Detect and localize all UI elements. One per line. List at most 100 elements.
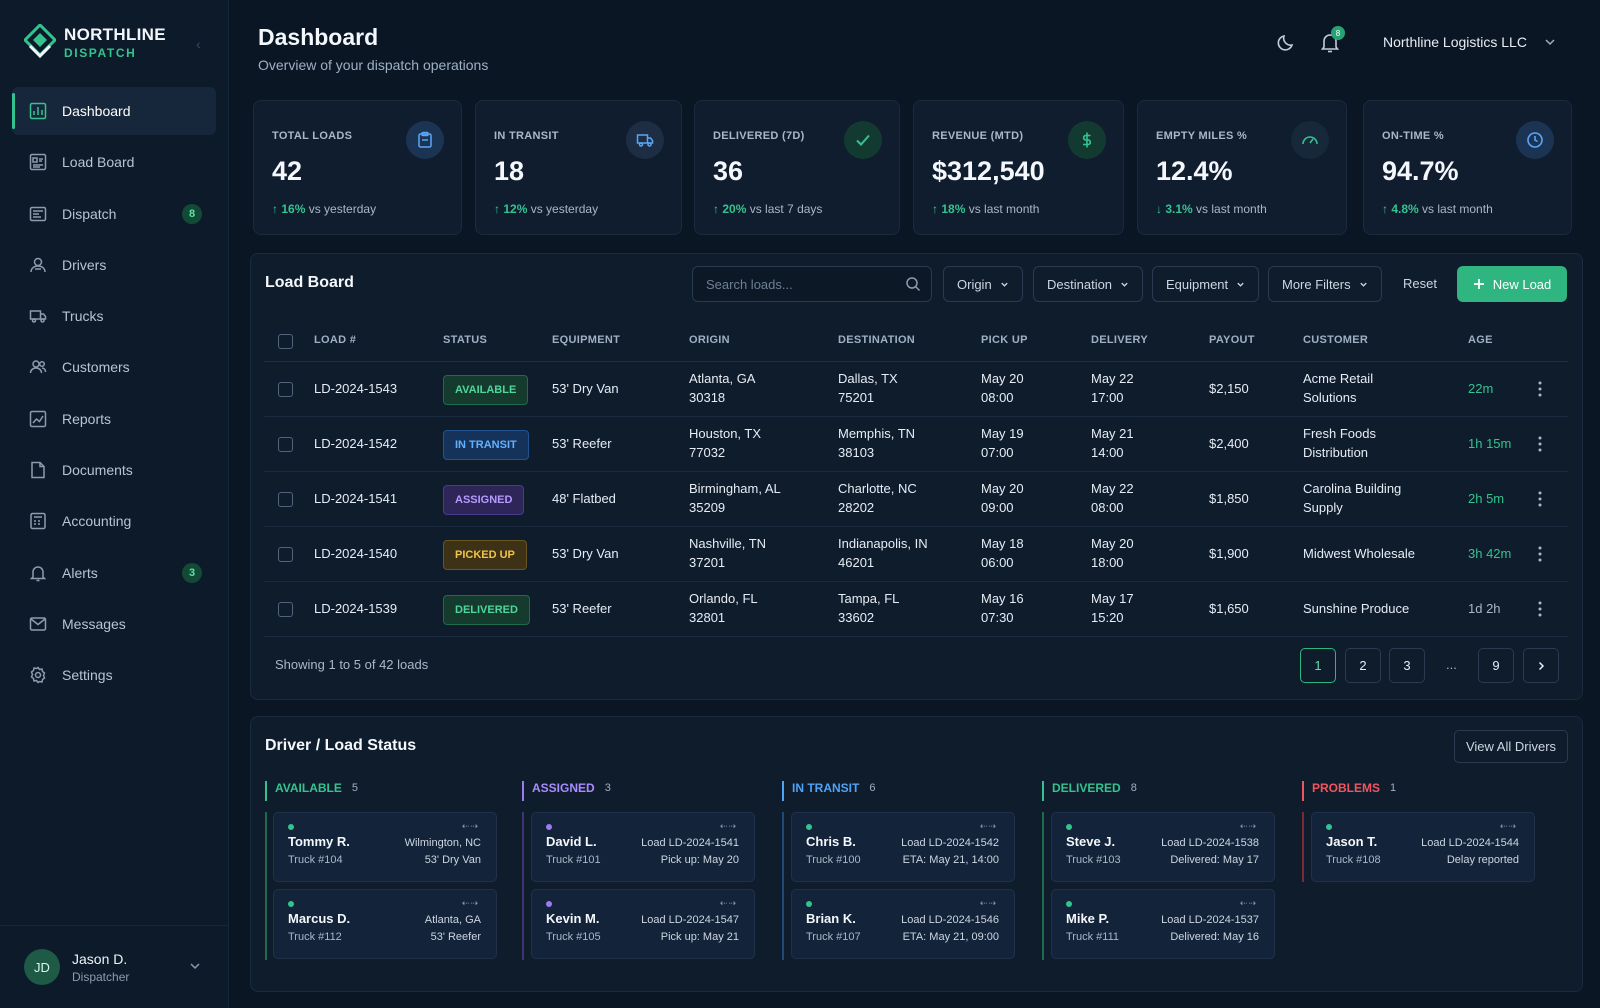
kpi-card-delivered[interactable]: DELIVERED (7D) 36 ↑ 20% vs last 7 days [694,100,900,235]
customer: Fresh Foods Distribution [1303,426,1376,460]
row-checkbox[interactable] [278,437,293,452]
driver-card[interactable]: ⇠⇢ David L. Truck #101 Load LD-2024-1541… [531,812,755,882]
sidebar-item-drivers[interactable]: Drivers [12,241,216,289]
row-checkbox[interactable] [278,492,293,507]
page-button-1[interactable]: 1 [1300,648,1336,683]
sidebar-item-customers[interactable]: Customers [12,343,216,391]
status-dot [546,901,552,907]
reset-button[interactable]: Reset [1403,276,1437,291]
chevron-down-icon[interactable] [189,960,201,972]
more-options-icon[interactable] [1538,381,1542,397]
sidebar-item-trucks[interactable]: Trucks [12,292,216,340]
sidebar-item-label: Load Board [62,154,135,171]
page-button-2[interactable]: 2 [1345,648,1381,683]
driver-card[interactable]: ⇠⇢ Marcus D. Truck #112 Atlanta, GA 53' … [273,889,497,959]
next-page-button[interactable] [1523,648,1559,683]
load-number[interactable]: LD-2024-1541 [314,491,398,506]
table-row[interactable]: LD-2024-1540 PICKED UP 53' Dry Van Nashv… [264,527,1568,582]
driver-detail-1: Wilmington, NC [404,837,481,849]
user-profile[interactable]: JD Jason D. Dispatcher [0,925,229,1008]
column-header[interactable]: LOAD # [314,334,357,346]
drag-handle-icon[interactable]: ⇠⇢ [461,821,479,831]
kpi-card-empty-miles[interactable]: EMPTY MILES % 12.4% ↓ 3.1% vs last month [1137,100,1347,235]
driver-card[interactable]: ⇠⇢ Kevin M. Truck #105 Load LD-2024-1547… [531,889,755,959]
equipment-filter[interactable]: Equipment [1152,266,1260,302]
column-header[interactable]: AGE [1468,334,1493,346]
destination-filter[interactable]: Destination [1033,266,1144,302]
column-header[interactable]: PICK UP [981,334,1028,346]
drag-handle-icon[interactable]: ⇠⇢ [719,821,737,831]
driver-detail-1: Atlanta, GA [424,914,481,926]
load-number[interactable]: LD-2024-1540 [314,546,398,561]
driver-card[interactable]: ⇠⇢ Mike P. Truck #111 Load LD-2024-1537 … [1051,889,1275,959]
brand-logo[interactable]: NORTHLINE DISPATCH [24,24,166,60]
drag-handle-icon[interactable]: ⇠⇢ [1239,821,1257,831]
drag-handle-icon[interactable]: ⇠⇢ [719,898,737,908]
column-header[interactable]: ORIGIN [689,334,730,346]
drag-handle-icon[interactable]: ⇠⇢ [1499,821,1517,831]
drag-handle-icon[interactable]: ⇠⇢ [461,898,479,908]
collapse-sidebar-icon[interactable]: ‹ [196,36,201,52]
sidebar-item-load-board[interactable]: Load Board [12,138,216,186]
driver-status-title: Driver / Load Status [265,737,417,754]
view-all-drivers-button[interactable]: View All Drivers [1454,730,1568,763]
new-load-button[interactable]: New Load [1457,266,1567,302]
sidebar-item-documents[interactable]: Documents [12,446,216,494]
driver-card[interactable]: ⇠⇢ Brian K. Truck #107 Load LD-2024-1546… [791,889,1015,959]
column-header[interactable]: STATUS [443,334,488,346]
table-row[interactable]: LD-2024-1543 AVAILABLE 53' Dry Van Atlan… [264,362,1568,417]
drag-handle-icon[interactable]: ⇠⇢ [979,821,997,831]
origin-filter[interactable]: Origin [943,266,1023,302]
kpi-card-total-loads[interactable]: TOTAL LOADS 42 ↑ 16% vs yesterday [253,100,462,235]
sidebar-item-accounting[interactable]: Accounting [12,497,216,545]
column-header[interactable]: PAYOUT [1209,334,1255,346]
sidebar-item-reports[interactable]: Reports [12,395,216,443]
driver-card[interactable]: ⇠⇢ Tommy R. Truck #104 Wilmington, NC 53… [273,812,497,882]
sidebar-item-messages[interactable]: Messages [12,600,216,648]
column-header[interactable]: EQUIPMENT [552,334,621,346]
load-number[interactable]: LD-2024-1539 [314,601,398,616]
drag-handle-icon[interactable]: ⇠⇢ [1239,898,1257,908]
driver-card[interactable]: ⇠⇢ Jason T. Truck #108 Load LD-2024-1544… [1311,812,1535,882]
more-options-icon[interactable] [1538,546,1542,562]
more-filters-button[interactable]: More Filters [1268,266,1382,302]
page-button-9[interactable]: 9 [1478,648,1514,683]
company-selector[interactable]: Northline Logistics LLC [1383,34,1527,50]
kpi-card-revenue[interactable]: REVENUE (MTD) $312,540 ↑ 18% vs last mon… [913,100,1124,235]
more-options-icon[interactable] [1538,491,1542,507]
table-row[interactable]: LD-2024-1541 ASSIGNED 48' Flatbed Birmin… [264,472,1568,527]
column-header[interactable]: DELIVERY [1091,334,1149,346]
table-row[interactable]: LD-2024-1542 IN TRANSIT 53' Reefer Houst… [264,417,1568,472]
row-checkbox[interactable] [278,547,293,562]
sidebar-item-settings[interactable]: Settings [12,651,216,699]
more-options-icon[interactable] [1538,601,1542,617]
search-input[interactable]: Search loads... [692,266,932,302]
row-checkbox[interactable] [278,382,293,397]
table-row[interactable]: LD-2024-1539 DELIVERED 53' Reefer Orland… [264,582,1568,637]
drag-handle-icon[interactable]: ⇠⇢ [979,898,997,908]
delivered-column-header: DELIVERED 8 [1052,781,1137,795]
load-number[interactable]: LD-2024-1543 [314,381,398,396]
status-dot [288,901,294,907]
driver-card[interactable]: ⇠⇢ Chris B. Truck #100 Load LD-2024-1542… [791,812,1015,882]
load-number[interactable]: LD-2024-1542 [314,436,398,451]
select-all-checkbox[interactable] [278,334,293,349]
page-button-3[interactable]: 3 [1389,648,1425,683]
sidebar-item-dispatch[interactable]: Dispatch 8 [12,190,216,238]
more-options-icon[interactable] [1538,436,1542,452]
moon-icon[interactable] [1277,32,1297,52]
column-header[interactable]: CUSTOMER [1303,334,1369,346]
driver-detail-1: Load LD-2024-1541 [641,837,739,849]
avatar: JD [24,949,60,985]
driver-truck: Truck #111 [1066,931,1119,943]
chevron-down-icon[interactable] [1544,36,1556,48]
kpi-card-in-transit[interactable]: IN TRANSIT 18 ↑ 12% vs yesterday [475,100,682,235]
column-header[interactable]: DESTINATION [838,334,916,346]
messages-icon [28,614,48,634]
driver-card[interactable]: ⇠⇢ Steve J. Truck #103 Load LD-2024-1538… [1051,812,1275,882]
row-checkbox[interactable] [278,602,293,617]
sidebar-item-alerts[interactable]: Alerts 3 [12,549,216,597]
search-placeholder: Search loads... [706,276,793,292]
sidebar-item-dashboard[interactable]: Dashboard [12,87,216,135]
kpi-card-on-time[interactable]: ON-TIME % 94.7% ↑ 4.8% vs last month [1363,100,1572,235]
